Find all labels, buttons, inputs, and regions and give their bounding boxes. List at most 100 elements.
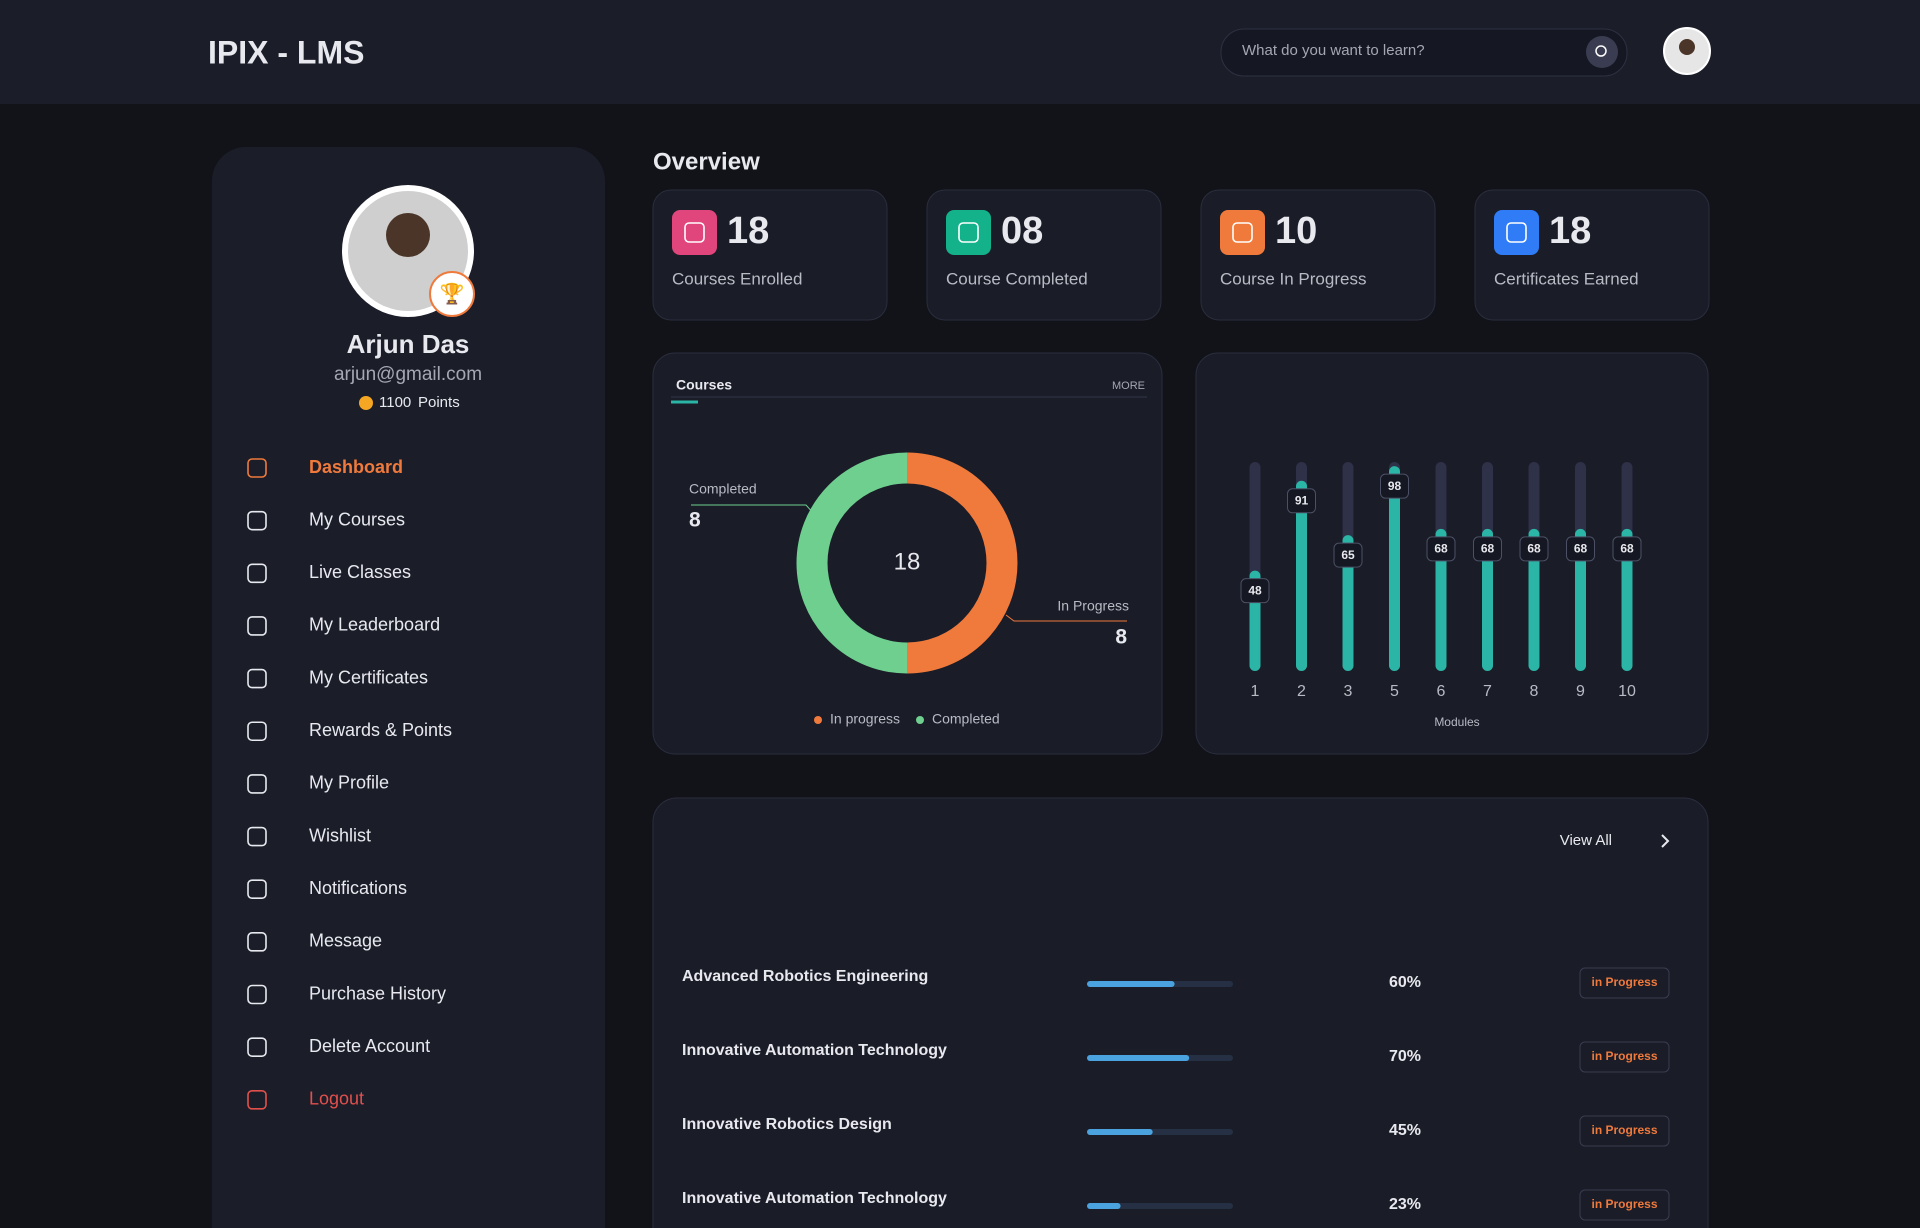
stat-icon-glyph: [684, 222, 705, 243]
status-label: in Progress: [1591, 1197, 1657, 1211]
legend-dot: [814, 716, 822, 724]
bar: [1575, 528, 1586, 671]
nav-item[interactable]: Wishlist: [309, 825, 371, 845]
status-badge: [1579, 967, 1670, 999]
nav-item[interactable]: My Profile: [309, 773, 389, 793]
bar-value: 68: [1620, 542, 1634, 556]
bar-value: 68: [1527, 542, 1541, 556]
stat-icon-glyph: [1232, 222, 1253, 243]
nav-icon: [247, 458, 267, 478]
progress-percent: 70%: [1389, 1048, 1421, 1065]
callout-label: In Progress: [1057, 598, 1129, 614]
nav-item[interactable]: Live Classes: [309, 562, 411, 582]
callout-value: 8: [689, 509, 701, 532]
status-label: in Progress: [1591, 1049, 1657, 1063]
nav-item[interactable]: Delete Account: [309, 1036, 430, 1056]
stat-value: 10: [1275, 210, 1317, 252]
nav-item[interactable]: My Leaderboard: [309, 615, 440, 635]
bar-value: 68: [1574, 542, 1588, 556]
course-name: Advanced Robotics Engineering: [682, 968, 928, 985]
stat-icon: [946, 210, 991, 255]
bar-value-badge: [1426, 536, 1456, 562]
logo[interactable]: IPIX - LMS: [208, 34, 364, 70]
trophy-badge: [429, 271, 475, 317]
x-tick-label: 8: [1530, 683, 1539, 700]
stat-icon: [1494, 210, 1539, 255]
nav-icon: [247, 721, 267, 742]
sidebar: [212, 147, 605, 1228]
legend-label: Completed: [932, 711, 1000, 727]
bar-value-badge: [1519, 536, 1549, 562]
courses-tab[interactable]: Courses: [676, 377, 732, 393]
nav-icon: [247, 563, 267, 584]
bar: [1621, 528, 1633, 671]
progress-fill: [1087, 981, 1175, 987]
callout-label: Completed: [689, 481, 757, 497]
bar-value-badge: [1333, 542, 1363, 568]
bar: [1296, 480, 1307, 671]
x-tick-label: 7: [1483, 683, 1492, 700]
nav-item[interactable]: Dashboard: [309, 457, 403, 477]
stat-value: 08: [1001, 210, 1043, 252]
view-all-chevron: [1661, 834, 1670, 848]
x-tick-label: 9: [1576, 683, 1585, 700]
nav-item[interactable]: Message: [309, 931, 382, 951]
nav-icon: [247, 1037, 267, 1057]
bar-value-badge: [1380, 473, 1409, 499]
x-tick-label: 2: [1297, 683, 1306, 700]
search-button[interactable]: [1586, 36, 1618, 68]
nav-item[interactable]: Logout: [309, 1089, 364, 1109]
nav-icon: [247, 826, 267, 847]
bar-value-badge: [1240, 578, 1270, 604]
nav-item[interactable]: Purchase History: [309, 983, 446, 1003]
progress-fill: [1087, 1129, 1153, 1135]
status-badge: [1579, 1041, 1670, 1073]
stat-icon-glyph: [958, 222, 979, 243]
bar-value: 68: [1434, 542, 1448, 556]
search-box[interactable]: [1220, 28, 1628, 77]
nav-item[interactable]: Notifications: [309, 878, 407, 898]
nav-item[interactable]: Rewards & Points: [309, 720, 452, 740]
course-list-card: [652, 797, 1709, 1228]
stat-label: Courses Enrolled: [672, 269, 802, 288]
search-icon: [1595, 45, 1607, 57]
coin-icon: [359, 396, 373, 410]
x-tick-label: 3: [1344, 683, 1353, 700]
bar-value-badge: [1612, 536, 1642, 562]
progress-percent: 60%: [1389, 974, 1421, 991]
course-name: Innovative Automation Technology: [682, 1042, 947, 1059]
x-axis-label: Modules: [1434, 715, 1479, 729]
trophy-icon: 🏆: [440, 281, 465, 305]
nav-icon: [247, 984, 267, 1005]
status-badge: [1579, 1189, 1670, 1221]
legend-dot: [916, 716, 924, 724]
progress-track: [1087, 1203, 1233, 1209]
stat-icon: [1220, 210, 1265, 255]
more-link[interactable]: MORE: [1112, 380, 1145, 392]
nav-icon: [247, 616, 267, 636]
bar: [1435, 528, 1447, 671]
bar-value: 91: [1295, 493, 1309, 507]
bar-value: 48: [1248, 583, 1262, 597]
stat-icon: [672, 210, 717, 255]
bar: [1389, 466, 1400, 671]
profile-name: Arjun Das: [347, 329, 470, 359]
bar-value-badge: [1287, 488, 1316, 514]
progress-fill: [1087, 1203, 1121, 1209]
nav-icon: [247, 1090, 267, 1110]
nav-icon: [247, 932, 267, 952]
nav-icon: [247, 879, 267, 900]
x-tick-label: 6: [1437, 683, 1446, 700]
avatar-head: [386, 213, 430, 257]
bar: [1528, 528, 1540, 671]
stat-label: Course Completed: [946, 269, 1088, 288]
callout-line: [1005, 614, 1127, 622]
nav-item[interactable]: My Certificates: [309, 667, 428, 687]
view-all[interactable]: View All: [1560, 832, 1612, 849]
nav-item[interactable]: My Courses: [309, 509, 405, 529]
bar: [1482, 528, 1493, 671]
search-placeholder: What do you want to learn?: [1242, 42, 1425, 59]
bar: [1342, 535, 1354, 671]
